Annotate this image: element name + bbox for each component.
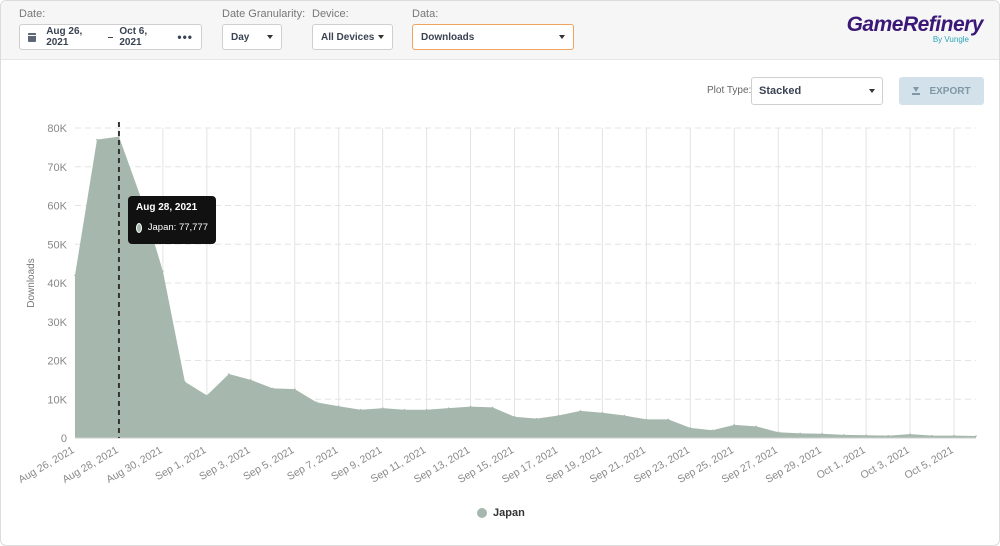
data-value: Downloads — [421, 31, 475, 43]
data-point — [469, 405, 472, 408]
granularity-label: Date Granularity: — [222, 8, 306, 20]
tooltip-series: Japan — [147, 222, 174, 233]
chart-grid — [75, 127, 976, 438]
download-icon — [912, 87, 921, 95]
legend-label: Japan — [493, 507, 525, 519]
area-layer — [74, 135, 977, 439]
x-tick-label: Oct 5, 2021 — [903, 444, 956, 482]
tooltip-date: Aug 28, 2021 — [136, 202, 198, 213]
data-label: Data: — [412, 8, 439, 20]
data-point — [513, 415, 516, 418]
brand-sub: By Vungle — [932, 35, 969, 44]
data-point — [184, 381, 186, 383]
export-button[interactable]: EXPORT — [899, 77, 984, 105]
chevron-down-icon — [267, 35, 273, 39]
chevron-down-icon — [378, 35, 384, 39]
data-point — [953, 434, 955, 437]
brand-name: GameRefinery — [846, 13, 984, 36]
data-point — [403, 408, 406, 411]
data-point — [425, 408, 428, 411]
device-select[interactable]: All Devices — [312, 24, 393, 50]
data-point — [162, 270, 164, 273]
date-filter-label: Date: — [19, 8, 46, 20]
data-point — [557, 414, 560, 417]
chart-legend[interactable]: Japan — [477, 507, 525, 519]
data-point — [601, 412, 604, 414]
data-point — [293, 388, 296, 390]
y-tick-label: 50K — [47, 239, 67, 251]
data-point — [359, 408, 362, 411]
data-select[interactable]: Downloads — [412, 24, 574, 50]
data-point — [250, 379, 252, 381]
y-tick-label: 30K — [47, 317, 67, 329]
data-point — [535, 417, 538, 420]
data-point — [667, 418, 670, 421]
data-point — [909, 433, 911, 435]
data-point — [271, 387, 274, 390]
data-point — [623, 414, 626, 417]
data-point — [645, 418, 648, 421]
chevron-down-icon — [559, 35, 565, 39]
data-point — [755, 425, 758, 428]
data-point — [96, 138, 98, 141]
data-point — [118, 135, 120, 138]
legend-dot-icon — [477, 508, 487, 518]
data-point — [689, 427, 692, 429]
data-point — [337, 405, 340, 408]
plot-type-select[interactable]: Stacked — [751, 77, 883, 105]
series-dot-icon — [136, 222, 142, 233]
date-separator: – — [107, 31, 114, 43]
data-point — [381, 407, 384, 409]
device-value: All Devices — [321, 31, 375, 43]
data-point — [491, 406, 494, 409]
data-point — [733, 424, 736, 426]
granularity-value: Day — [231, 31, 250, 43]
data-point — [711, 429, 714, 432]
y-tick-label: 70K — [47, 162, 67, 174]
data-point — [777, 431, 780, 433]
chart-tooltip: Aug 28, 2021 Japan : 77,777 — [128, 196, 216, 244]
x-tick-label: Oct 3, 2021 — [859, 444, 912, 482]
date-start: Aug 26, 2021 — [46, 26, 83, 48]
y-tick-label: 10K — [47, 394, 67, 406]
chevron-down-icon — [869, 89, 875, 93]
data-point — [887, 434, 889, 437]
tooltip-colon: : — [173, 222, 179, 233]
granularity-select[interactable]: Day — [222, 24, 282, 50]
y-tick-label: 60K — [47, 201, 67, 213]
data-point — [975, 435, 977, 437]
y-tick-label: 20K — [47, 356, 67, 368]
more-icon[interactable]: ••• — [177, 30, 193, 44]
device-label: Device: — [312, 8, 349, 20]
plot-type-value: Stacked — [759, 85, 802, 97]
brand-logo: GameRefinery By Vungle — [846, 13, 984, 44]
tooltip-value: 77,777 — [178, 222, 208, 233]
data-point — [315, 401, 318, 404]
data-point — [206, 394, 208, 397]
y-tick-label: 80K — [47, 123, 67, 135]
y-axis-label: Downloads — [26, 258, 37, 307]
y-tick-label: 40K — [47, 278, 67, 290]
data-point — [821, 432, 823, 435]
data-point — [74, 274, 76, 277]
data-point — [228, 373, 230, 375]
data-point — [931, 434, 933, 437]
data-point — [579, 410, 582, 412]
data-point — [843, 434, 845, 436]
export-label: EXPORT — [929, 85, 971, 97]
data-point — [799, 432, 801, 435]
area-series-japan — [75, 136, 976, 439]
x-tick-label: Oct 1, 2021 — [815, 444, 868, 482]
y-tick-label: 0 — [61, 433, 67, 445]
date-end: Oct 6, 2021 — [119, 26, 148, 48]
filter-bar: Date: Aug 26, 2021 – Oct 6, 2021 ••• Dat… — [1, 1, 999, 60]
plot-type-label: Plot Type: — [707, 85, 752, 96]
calendar-icon — [28, 32, 38, 42]
data-point — [447, 407, 450, 409]
date-range-picker[interactable]: Aug 26, 2021 – Oct 6, 2021 ••• — [19, 24, 202, 50]
data-point — [865, 434, 867, 437]
tooltip-row: Japan : 77,777 — [136, 222, 208, 233]
